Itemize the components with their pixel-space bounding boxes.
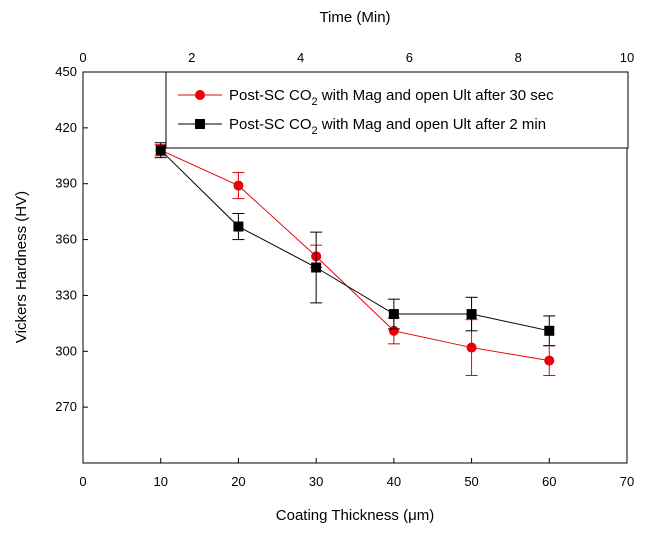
data-point [388, 309, 399, 320]
legend-label-series-1: Post-SC CO2 with Mag and open Ult after … [229, 87, 554, 108]
y-tick-label: 270 [55, 399, 77, 414]
series-2 [154, 142, 556, 347]
x-tick-label: 70 [620, 474, 634, 489]
y-tick-label: 450 [55, 64, 77, 79]
legend-marker-series-1 [195, 90, 205, 100]
legend: Post-SC CO2 with Mag and open Ult after … [165, 71, 629, 149]
series-1 [154, 144, 556, 376]
data-point [233, 221, 244, 232]
x-tick-label: 0 [79, 474, 86, 489]
series-line [160, 149, 550, 332]
top-tick-label: 6 [406, 50, 413, 65]
data-point [466, 342, 477, 353]
y-axis-ticks: 270 300 330 360 390 420 450 [55, 64, 88, 414]
x-axis-ticks: 0 10 20 30 40 50 60 70 [79, 458, 634, 489]
y-tick-label: 390 [55, 176, 77, 191]
data-point [311, 262, 322, 273]
x-tick-label: 60 [542, 474, 556, 489]
legend-box [165, 71, 629, 149]
x-tick-label: 10 [153, 474, 167, 489]
y-tick-label: 300 [55, 343, 77, 358]
x-tick-label: 30 [309, 474, 323, 489]
top-tick-label: 0 [79, 50, 86, 65]
top-tick-label: 4 [297, 50, 304, 65]
series-layer [154, 142, 556, 376]
legend-label-series-2: Post-SC CO2 with Mag and open Ult after … [229, 116, 546, 137]
x-axis-title: Coating Thickness (μm) [276, 507, 434, 524]
top-tick-label: 2 [188, 50, 195, 65]
y-tick-label: 420 [55, 120, 77, 135]
data-point [388, 325, 399, 336]
top-tick-label: 10 [620, 50, 634, 65]
x-tick-label: 50 [464, 474, 478, 489]
data-point [466, 309, 477, 320]
x-tick-label: 20 [231, 474, 245, 489]
top-axis-title: Time (Min) [319, 9, 390, 26]
y-tick-label: 330 [55, 287, 77, 302]
y-tick-label: 360 [55, 232, 77, 247]
data-point [155, 145, 166, 156]
top-tick-label: 8 [515, 50, 522, 65]
data-point [233, 180, 244, 191]
series-line [160, 149, 550, 362]
data-point [544, 355, 555, 366]
x-tick-label: 40 [387, 474, 401, 489]
data-point [544, 325, 555, 336]
legend-marker-series-2 [195, 119, 205, 129]
y-axis-title: Vickers Hardness (HV) [13, 191, 30, 343]
